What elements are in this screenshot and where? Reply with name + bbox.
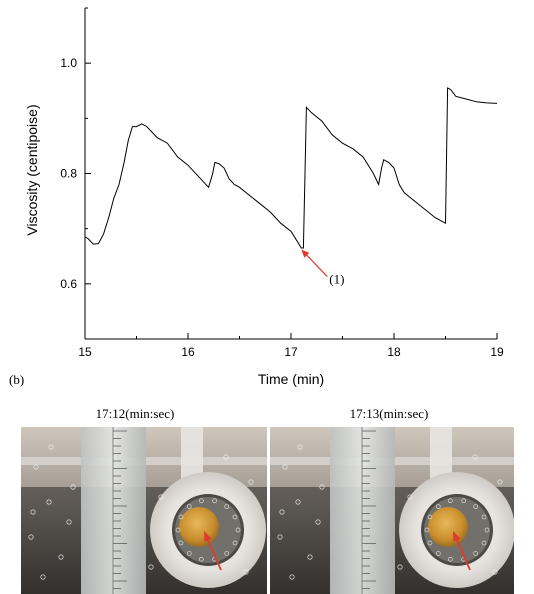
chart-axes <box>84 8 497 340</box>
x-tick-label: 19 <box>490 345 504 359</box>
bubble <box>282 464 288 470</box>
well-bubble <box>178 514 184 520</box>
bubble <box>472 454 478 460</box>
video-frame-2 <box>270 427 514 594</box>
y-axis-label: Viscosity (centipoise) <box>24 104 40 235</box>
frame-arrow-head <box>204 531 212 542</box>
frame-timestamp-1: 17:12(min:sec) <box>96 406 175 421</box>
frame-arrow-head <box>453 531 461 542</box>
bubble <box>223 454 229 460</box>
well-bubble <box>186 504 192 509</box>
bubble <box>277 534 283 540</box>
well-bubble <box>473 504 479 509</box>
series-line-1 <box>84 87 498 249</box>
bubble <box>40 574 46 580</box>
bubble <box>307 554 313 560</box>
well-bubble <box>435 504 441 509</box>
bubble <box>319 484 325 490</box>
well-bubble <box>424 527 430 533</box>
well-bubble <box>232 540 238 546</box>
bubble <box>46 499 52 505</box>
bubble <box>248 479 254 485</box>
x-tick-label: 16 <box>181 345 195 359</box>
well-bubble <box>198 498 204 504</box>
well-bubble <box>447 498 453 504</box>
video-frame-1 <box>21 427 267 594</box>
bubble <box>66 519 72 525</box>
bubble <box>28 534 34 540</box>
x-tick-label: 17 <box>284 345 298 359</box>
frame-arrow-line <box>206 537 222 571</box>
well-bubble <box>175 527 181 533</box>
ruler <box>81 427 146 594</box>
x-tick-label: 18 <box>387 345 401 359</box>
bubble <box>315 519 321 525</box>
well-bubble <box>224 504 230 509</box>
well-bubble <box>232 514 238 520</box>
droplet <box>428 507 468 547</box>
well-bubble <box>473 551 479 556</box>
well-bubble <box>461 498 467 504</box>
bubble <box>30 509 36 515</box>
bubble <box>295 499 301 505</box>
y-tick-label: 1.0 <box>60 56 77 70</box>
well-bubble <box>224 551 230 556</box>
well-bubble <box>212 498 218 504</box>
viscosity-chart: 15 16 17 18 19 0.6 0.8 1.0 (1) Time (min) Visco… <box>24 7 504 387</box>
bubble <box>407 494 413 500</box>
bubble <box>492 569 498 575</box>
x-axis-label: Time (min) <box>258 371 324 387</box>
chart-annotation-layer: (1) <box>301 249 344 287</box>
bubble <box>497 479 503 485</box>
well-bubble <box>186 551 192 556</box>
chart-tick-labels: 15 16 17 18 19 0.6 0.8 1.0 <box>60 56 504 359</box>
bubble <box>58 554 64 560</box>
well-bubble <box>427 540 433 546</box>
panel-label: (b) <box>9 372 24 387</box>
well-bubble <box>198 556 204 562</box>
well-bubble <box>481 514 487 520</box>
chart-series-layer <box>84 87 498 249</box>
bubble <box>70 484 76 490</box>
well-bubble <box>178 540 184 546</box>
bubble <box>158 494 164 500</box>
y-tick-label: 0.8 <box>60 167 77 181</box>
well-bubble <box>435 551 441 556</box>
annotation-arrow-head <box>301 249 310 258</box>
bubble <box>297 444 303 450</box>
bubble <box>33 464 39 470</box>
annotation-label: (1) <box>329 272 344 287</box>
frame-timestamp-2: 17:13(min:sec) <box>350 406 429 421</box>
bubble <box>289 574 295 580</box>
ruler <box>330 427 395 594</box>
bubble <box>243 569 249 575</box>
x-tick-label: 15 <box>78 345 92 359</box>
annotation-arrow-line <box>302 251 328 277</box>
droplet <box>179 507 219 547</box>
y-tick-label: 0.6 <box>60 277 77 291</box>
well-bubble <box>235 527 241 533</box>
bubble <box>148 564 154 570</box>
well-bubble <box>447 556 453 562</box>
nozzle-tube <box>430 427 452 482</box>
chart-ticks <box>84 7 498 340</box>
bubble <box>48 444 54 450</box>
nozzle-tube <box>181 427 203 482</box>
well-bubble <box>481 540 487 546</box>
well-bubble <box>427 514 433 520</box>
bubble <box>279 509 285 515</box>
frame-arrow-line <box>455 537 471 571</box>
well-bubble <box>484 527 490 533</box>
bubble <box>397 564 403 570</box>
